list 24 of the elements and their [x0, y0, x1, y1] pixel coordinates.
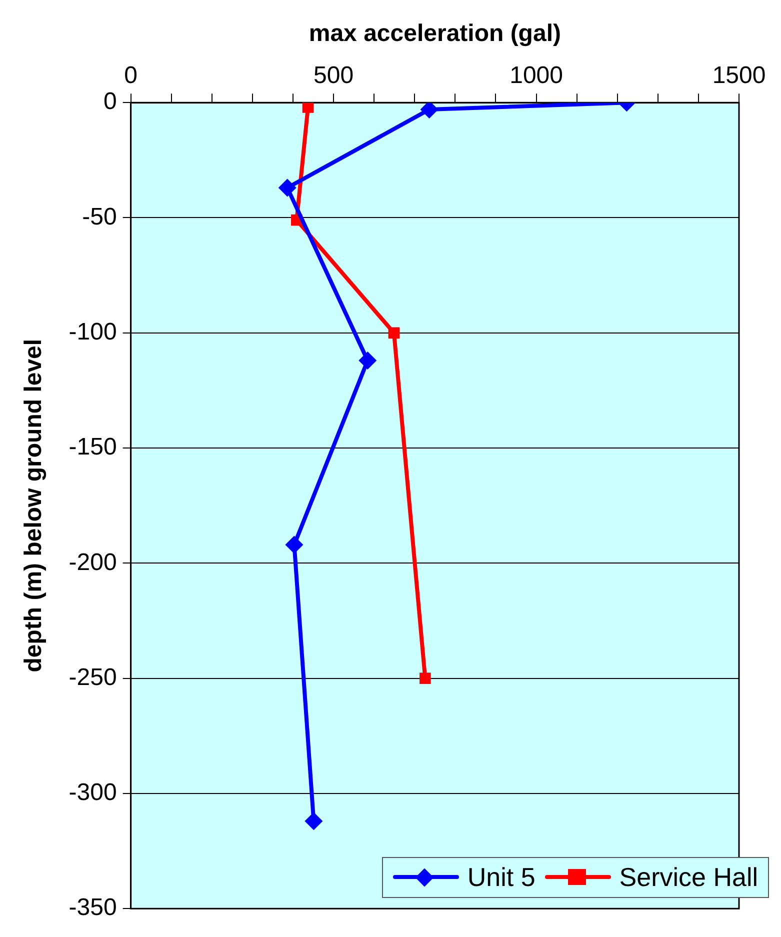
- point: [420, 102, 438, 119]
- y-tick-label: -50: [82, 203, 117, 230]
- y-tick-label: -300: [68, 779, 117, 806]
- point: [302, 102, 314, 113]
- y-tick-label: -200: [68, 548, 117, 576]
- legend-label: Service Hall: [619, 862, 758, 893]
- point: [278, 178, 296, 197]
- y-tick-label: -150: [68, 434, 117, 461]
- y-axis-title: depth (m) below ground level: [20, 338, 48, 672]
- point: [285, 536, 304, 554]
- x-tick-label: 0: [124, 62, 138, 89]
- x-tick-label: 1500: [712, 62, 766, 89]
- point: [304, 812, 323, 830]
- y-tick-label: -250: [68, 664, 117, 691]
- point: [358, 352, 377, 370]
- y-tick-label: -350: [68, 894, 117, 922]
- legend-label: Unit 5: [467, 862, 536, 893]
- x-tick-label: 500: [314, 62, 354, 89]
- x-tick-label: 1000: [510, 62, 563, 89]
- x-axis-title: max acceleration (gal): [308, 20, 561, 48]
- point: [388, 327, 400, 339]
- y-tick-label: 0: [103, 88, 117, 116]
- point: [420, 672, 431, 684]
- y-tick-label: -100: [68, 318, 117, 346]
